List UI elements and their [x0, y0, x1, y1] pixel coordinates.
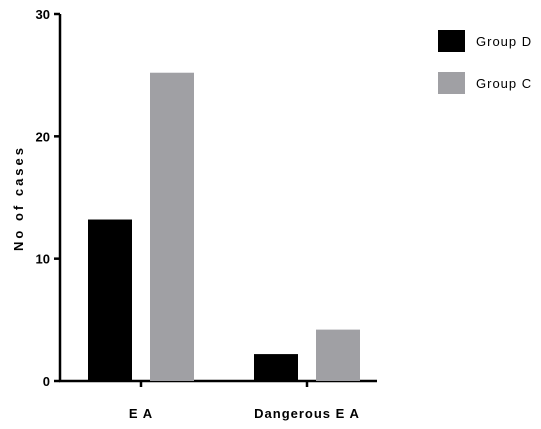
bar-group-d	[88, 219, 132, 381]
bar-group-d	[254, 354, 298, 381]
x-category-label: E A	[129, 406, 153, 421]
y-axis-label: No of cases	[11, 145, 26, 251]
legend-swatch	[438, 30, 465, 52]
y-tick-label: 20	[36, 129, 50, 144]
legend-swatch	[438, 72, 465, 94]
bar-group-c	[316, 329, 360, 381]
y-tick-label: 30	[36, 7, 50, 22]
bars	[88, 72, 360, 381]
legend-label: Group C	[476, 76, 532, 91]
y-tick-label: 10	[36, 252, 50, 267]
legend: Group D Group C	[438, 30, 532, 94]
category-labels: E A Dangerous E A	[129, 381, 360, 421]
bar-group-c	[150, 72, 194, 381]
legend-label: Group D	[476, 34, 532, 49]
y-tick-label: 0	[43, 374, 50, 389]
x-category-label: Dangerous E A	[254, 406, 360, 421]
